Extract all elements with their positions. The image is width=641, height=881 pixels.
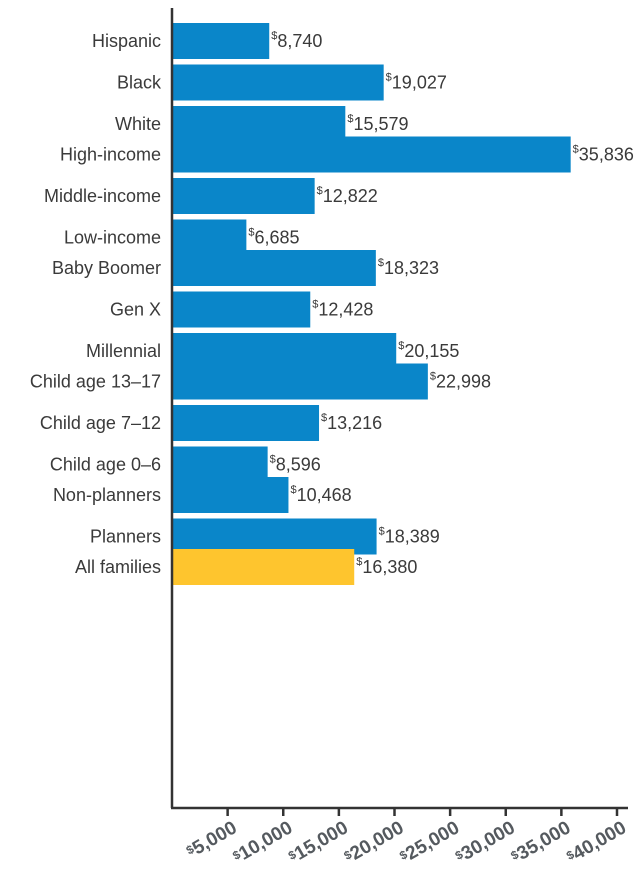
bar-low-income	[172, 219, 247, 256]
category-label-low-income: Low-income	[64, 228, 161, 248]
value-label-gen-x: $12,428	[312, 299, 373, 320]
tick-number: 20,000	[347, 817, 408, 864]
x-tick-label: $40,000	[563, 817, 630, 868]
x-ticks-layer: $5,000$10,000$15,000$20,000$25,000$30,00…	[183, 808, 630, 868]
bar-middle-income	[172, 178, 315, 214]
category-label-hispanic: Hispanic	[92, 31, 161, 51]
bars-layer	[172, 23, 571, 585]
value-number: 35,836	[579, 145, 634, 165]
category-label-non-planners: Non-planners	[53, 485, 161, 505]
category-label-black: Black	[117, 73, 162, 93]
value-label-black: $19,027	[386, 72, 447, 93]
value-label-white: $15,579	[347, 113, 408, 134]
value-label-hispanic: $8,740	[271, 30, 322, 51]
currency-symbol: $	[430, 371, 436, 383]
x-tick-label: $25,000	[396, 817, 463, 868]
currency-symbol: $	[271, 30, 277, 42]
value-label-low-income: $6,685	[248, 227, 299, 248]
category-label-all-families: All families	[75, 557, 161, 577]
x-tick-label: $35,000	[508, 817, 575, 868]
value-label-middle-income: $12,822	[317, 185, 378, 206]
x-tick-label: $20,000	[341, 817, 408, 868]
value-number: 16,380	[362, 557, 417, 577]
value-number: 12,428	[318, 300, 373, 320]
currency-symbol: $	[379, 526, 385, 538]
labels-layer: Hispanic $8,740 Black $19,027 White $15,579 Hi…	[30, 30, 634, 577]
bar-child-age-13-17	[172, 363, 428, 400]
x-tick-label: $5,000	[183, 817, 240, 862]
currency-symbol: $	[398, 340, 404, 352]
x-tick-label: $15,000	[285, 817, 352, 868]
value-label-planners: $18,389	[379, 526, 440, 547]
currency-symbol: $	[312, 299, 318, 311]
category-label-child-age-13-17: Child age 13–17	[30, 372, 161, 392]
bar-black	[172, 64, 384, 101]
currency-symbol: $	[356, 556, 362, 568]
bar-planners	[172, 518, 377, 555]
x-tick-label: $10,000	[230, 817, 297, 868]
bar-baby-boomer	[172, 250, 376, 286]
value-number: 12,822	[323, 186, 378, 206]
value-number: 18,389	[385, 527, 440, 547]
bar-child-age-7-12	[172, 405, 320, 441]
tick-number: 40,000	[569, 817, 630, 864]
value-number: 19,027	[392, 73, 447, 93]
value-label-millennial: $20,155	[398, 340, 459, 361]
bar-all-families	[172, 549, 355, 585]
value-number: 18,323	[384, 258, 439, 278]
value-number: 10,468	[297, 485, 352, 505]
value-number: 22,998	[436, 372, 491, 392]
bar-gen-x	[172, 291, 311, 328]
category-label-millennial: Millennial	[86, 341, 161, 361]
value-number: 8,740	[277, 31, 322, 51]
tick-number: 15,000	[291, 817, 352, 864]
category-label-planners: Planners	[90, 527, 161, 547]
value-label-child-age-0-6: $8,596	[270, 454, 321, 475]
value-number: 20,155	[404, 341, 459, 361]
value-label-child-age-13-17: $22,998	[430, 371, 491, 392]
currency-symbol: $	[386, 72, 392, 84]
category-label-white: White	[115, 114, 161, 134]
currency-symbol: $	[378, 257, 384, 269]
value-number: 13,216	[327, 413, 382, 433]
tick-number: 25,000	[402, 817, 463, 864]
value-label-baby-boomer: $18,323	[378, 257, 439, 278]
category-label-child-age-7-12: Child age 7–12	[40, 413, 161, 433]
currency-symbol: $	[270, 454, 276, 466]
x-tick-label: $30,000	[452, 817, 519, 868]
bar-white	[172, 106, 346, 142]
value-number: 6,685	[254, 228, 299, 248]
tick-number: 10,000	[235, 817, 296, 864]
currency-symbol: $	[321, 412, 327, 424]
currency-symbol: $	[573, 144, 579, 156]
value-label-child-age-7-12: $13,216	[321, 412, 382, 433]
bar-high-income	[172, 136, 571, 173]
value-label-high-income: $35,836	[573, 144, 634, 165]
category-label-gen-x: Gen X	[110, 300, 161, 320]
tick-number: 35,000	[513, 817, 574, 864]
tick-number: 30,000	[458, 817, 519, 864]
value-number: 15,579	[353, 114, 408, 134]
value-number: 8,596	[276, 455, 321, 475]
currency-symbol: $	[290, 484, 296, 496]
value-label-non-planners: $10,468	[290, 484, 351, 505]
bar-hispanic	[172, 23, 270, 59]
currency-symbol: $	[347, 113, 353, 125]
category-label-high-income: High-income	[60, 145, 161, 165]
value-label-all-families: $16,380	[356, 556, 417, 577]
bar-millennial	[172, 333, 397, 369]
category-label-middle-income: Middle-income	[44, 186, 161, 206]
currency-symbol: $	[317, 185, 323, 197]
category-label-baby-boomer: Baby Boomer	[52, 258, 161, 278]
bar-non-planners	[172, 477, 289, 513]
category-label-child-age-0-6: Child age 0–6	[50, 455, 161, 475]
bar-child-age-0-6	[172, 446, 268, 483]
currency-symbol: $	[248, 227, 254, 239]
